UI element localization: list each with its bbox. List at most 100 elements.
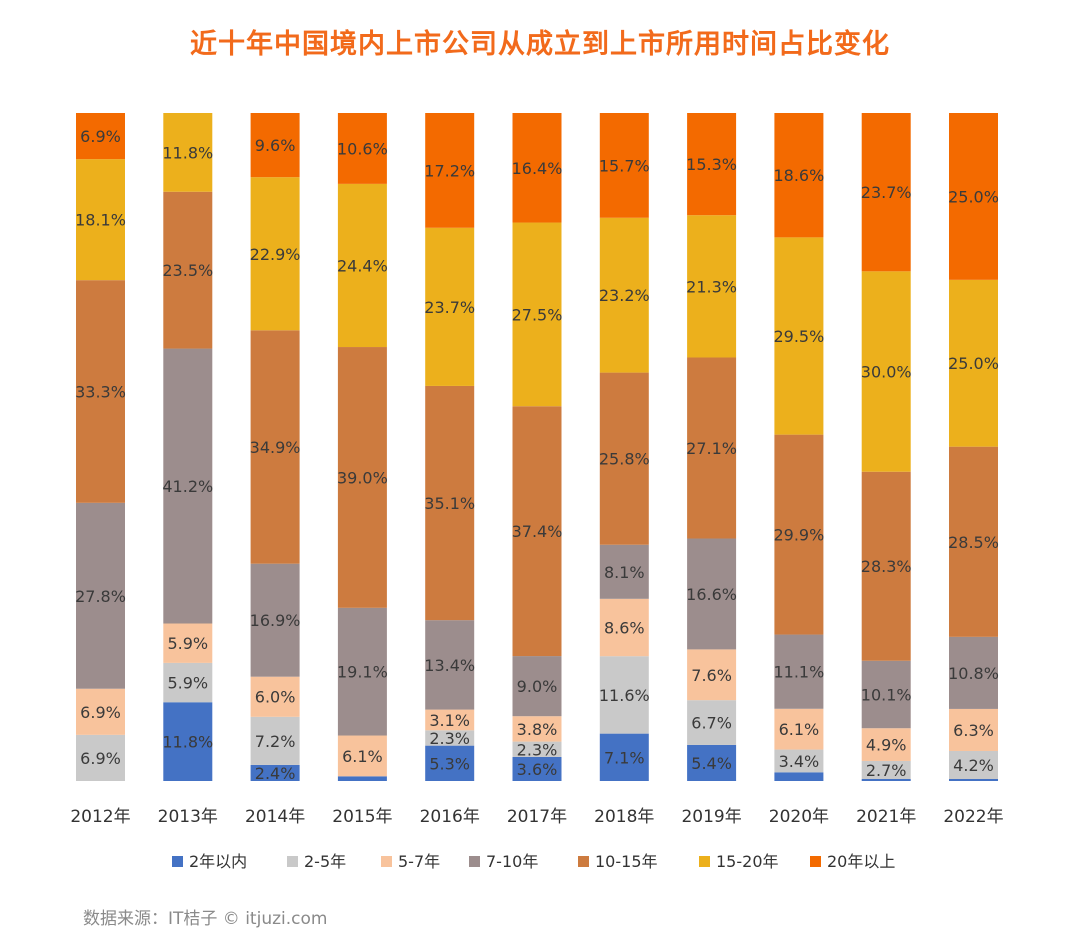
x-axis-tick-label: 2019年 xyxy=(681,807,741,827)
segment-data-label: 10.1% xyxy=(861,685,912,704)
bar-segment xyxy=(425,709,475,731)
bar-segment xyxy=(512,756,562,781)
x-axis-tick-label: 2012年 xyxy=(70,807,130,827)
bar-segment xyxy=(250,113,300,178)
bar-segment xyxy=(861,271,911,472)
segment-labels-group: 6.9% 6.9% 27.8% 33.3% 18.1% 6.9% 11.8% 5.9% 5.9%… xyxy=(75,127,999,783)
bar-segment xyxy=(774,708,824,750)
legend: 2年以内 2-5年 5-7年 7-10年 10-15年 15-20年 20年以上 xyxy=(172,852,895,871)
legend-swatch xyxy=(469,856,480,867)
segment-data-label: 27.8% xyxy=(75,587,126,606)
bar-segment xyxy=(687,113,737,216)
segment-data-label: 15.3% xyxy=(686,155,737,174)
bar-segment xyxy=(425,227,475,386)
bar-segment xyxy=(861,113,911,272)
segment-data-label: 23.5% xyxy=(162,261,213,280)
bar-segment xyxy=(687,215,737,358)
bar-segment xyxy=(599,113,649,218)
segment-data-label: 10.8% xyxy=(948,664,999,683)
segment-data-label: 3.4% xyxy=(779,752,820,771)
segment-data-label: 5.9% xyxy=(167,674,208,693)
bar-segment xyxy=(512,113,562,223)
bar-segment xyxy=(687,744,737,781)
x-axis-tick-label: 2016年 xyxy=(420,807,480,827)
bar-segment xyxy=(163,662,213,703)
bars-group xyxy=(76,113,998,781)
bar-segment xyxy=(599,598,649,657)
bar-segment xyxy=(599,217,649,373)
bar-segment xyxy=(949,750,998,779)
segment-data-label: 16.9% xyxy=(250,611,301,630)
bar-segment xyxy=(76,734,125,781)
segment-data-label: 11.8% xyxy=(162,143,213,162)
segment-data-label: 4.9% xyxy=(866,736,907,755)
bar-segment xyxy=(250,330,300,564)
segment-data-label: 5.4% xyxy=(691,754,732,773)
bar-segment xyxy=(512,656,562,717)
bar-segment xyxy=(949,446,998,637)
x-axis-tick-label: 2020年 xyxy=(769,807,829,827)
bar-segment xyxy=(861,471,911,661)
bar-segment xyxy=(250,676,300,717)
segment-data-label: 22.9% xyxy=(250,245,301,264)
segment-data-label: 6.7% xyxy=(691,714,732,733)
segment-data-label: 6.9% xyxy=(80,127,121,146)
x-axis-tick-label: 2015年 xyxy=(332,807,392,827)
chart-title: 近十年中国境内上市公司从成立到上市所用时间占比变化 xyxy=(190,29,890,60)
bar-segment xyxy=(774,772,824,781)
bar-segment xyxy=(949,778,998,781)
legend-swatch xyxy=(578,856,589,867)
segment-data-label: 3.1% xyxy=(429,711,470,730)
bar-segment xyxy=(599,372,649,545)
bar-segment xyxy=(163,623,213,663)
segment-data-label: 25.8% xyxy=(599,450,650,469)
bar-segment xyxy=(949,708,998,751)
bar-segment xyxy=(774,237,824,435)
bar-segment xyxy=(687,649,737,701)
bar-segment xyxy=(425,730,475,746)
segment-data-label: 3.6% xyxy=(517,760,558,779)
segment-data-label: 2.3% xyxy=(517,740,558,759)
bar-segment xyxy=(687,700,737,745)
bar-segment xyxy=(512,406,562,657)
segment-data-label: 28.5% xyxy=(948,533,999,552)
bar-segment xyxy=(337,183,387,348)
segment-data-label: 6.1% xyxy=(342,747,383,766)
segment-data-label: 7.6% xyxy=(691,666,732,685)
segment-data-label: 9.0% xyxy=(517,677,558,696)
bar-segment xyxy=(425,620,475,710)
bar-segment xyxy=(250,563,300,677)
bar-segment xyxy=(774,113,824,238)
segment-data-label: 18.6% xyxy=(773,166,824,185)
segment-data-label: 30.0% xyxy=(861,363,912,382)
bar-segment xyxy=(76,688,125,735)
segment-data-label: 2.4% xyxy=(255,764,296,783)
legend-label: 15-20年 xyxy=(716,852,779,871)
bar-segment xyxy=(512,741,562,757)
segment-data-label: 2.3% xyxy=(429,729,470,748)
segment-data-label: 5.9% xyxy=(167,634,208,653)
bar-segment xyxy=(250,764,300,781)
bar-segment xyxy=(861,728,911,761)
segment-data-label: 28.3% xyxy=(861,557,912,576)
segment-data-label: 41.2% xyxy=(162,477,213,496)
segment-data-label: 7.2% xyxy=(255,732,296,751)
segment-data-label: 16.6% xyxy=(686,585,737,604)
segment-data-label: 9.6% xyxy=(255,136,296,155)
bar-segment xyxy=(599,733,649,781)
segment-data-label: 23.7% xyxy=(861,183,912,202)
bar-segment xyxy=(425,113,475,228)
segment-data-label: 7.1% xyxy=(604,748,645,767)
segment-data-label: 23.7% xyxy=(424,298,475,317)
bar-segment xyxy=(337,113,387,184)
bar-segment xyxy=(337,776,387,781)
bar-segment xyxy=(250,716,300,765)
segment-data-label: 4.2% xyxy=(953,756,994,775)
segment-data-label: 37.4% xyxy=(512,522,563,541)
bar-segment xyxy=(337,347,387,608)
legend-label: 5-7年 xyxy=(398,852,440,871)
bar-segment xyxy=(949,636,998,709)
bar-segment xyxy=(163,702,213,781)
legend-swatch xyxy=(381,856,392,867)
